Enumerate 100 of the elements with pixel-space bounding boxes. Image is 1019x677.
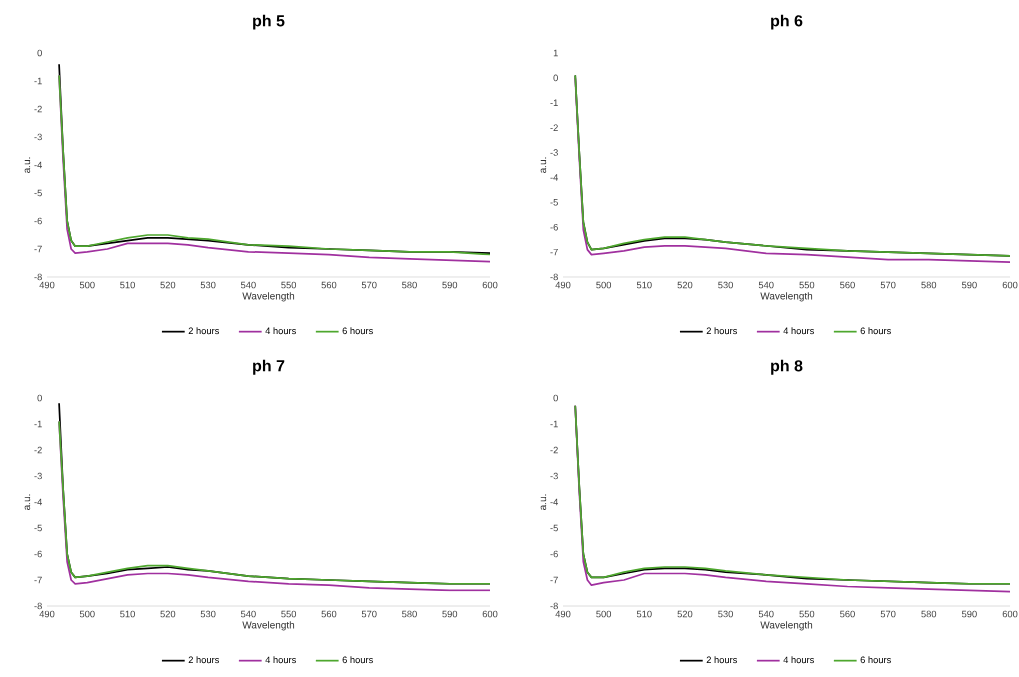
y-tick-label: -6 — [34, 550, 42, 558]
x-tick-label: 560 — [321, 610, 337, 618]
legend-label: 6 hours — [342, 656, 373, 664]
legend-label: 2 hours — [188, 327, 219, 335]
legend-label: 2 hours — [706, 656, 738, 664]
y-tick-label: -3 — [34, 472, 42, 480]
x-tick-label: 490 — [39, 610, 55, 618]
y-axis-title: a.u. — [540, 157, 547, 173]
y-tick-label: -7 — [34, 576, 42, 584]
y-tick-label: 0 — [553, 394, 558, 402]
x-tick-label: 510 — [636, 281, 652, 289]
y-tick-label: 0 — [37, 394, 42, 402]
legend-label: 6 hours — [342, 327, 373, 335]
x-tick-label: 500 — [79, 610, 95, 618]
chart-title: ph 7 — [253, 359, 285, 375]
x-tick-label: 520 — [677, 610, 693, 618]
chart-title: ph 6 — [771, 14, 803, 30]
x-tick-label: 580 — [402, 610, 417, 618]
x-tick-label: 520 — [160, 610, 176, 618]
y-tick-label: -3 — [550, 472, 558, 480]
x-tick-label: 510 — [120, 281, 135, 289]
x-tick-label: 500 — [596, 610, 612, 618]
y-tick-label: -6 — [550, 223, 558, 231]
y-tick-label: -4 — [550, 174, 559, 181]
x-tick-label: 580 — [402, 281, 417, 289]
x-axis-title: Wavelength — [760, 292, 813, 302]
x-tick-label: 550 — [281, 281, 297, 289]
y-tick-label: -7 — [34, 245, 42, 253]
x-tick-label: 580 — [921, 610, 937, 618]
x-tick-label: 550 — [799, 281, 815, 289]
x-tick-label: 580 — [921, 281, 937, 289]
y-tick-label: -5 — [34, 524, 42, 532]
legend-label: 4 hours — [265, 656, 296, 664]
y-tick-label: -2 — [34, 105, 42, 113]
x-tick-label: 530 — [718, 610, 733, 618]
x-tick-label: 560 — [321, 281, 337, 289]
x-tick-label: 570 — [880, 610, 896, 618]
x-tick-label: 600 — [482, 610, 498, 618]
y-tick-label: -1 — [34, 77, 42, 85]
x-tick-label: 570 — [880, 281, 896, 289]
x-tick-label: 530 — [200, 610, 216, 618]
y-tick-label: -8 — [34, 273, 42, 281]
x-tick-label: 510 — [120, 610, 135, 618]
x-tick-label: 550 — [799, 610, 815, 618]
x-tick-label: 510 — [636, 610, 652, 618]
y-tick-label: -4 — [550, 498, 559, 506]
y-axis-title: a.u. — [24, 494, 31, 510]
x-tick-label: 600 — [482, 281, 498, 289]
x-tick-label: 520 — [160, 281, 176, 289]
x-tick-label: 490 — [555, 610, 571, 618]
y-tick-label: -8 — [550, 602, 558, 610]
legend-label: 2 hours — [706, 327, 738, 335]
x-tick-label: 600 — [1002, 281, 1018, 289]
y-tick-label: -1 — [550, 420, 558, 428]
x-tick-label: 590 — [442, 281, 458, 289]
y-tick-label: -3 — [550, 149, 558, 156]
x-tick-label: 540 — [758, 610, 774, 618]
x-tick-label: 570 — [361, 610, 377, 618]
x-axis-title: Wavelength — [242, 621, 295, 631]
y-tick-label: -3 — [34, 133, 42, 141]
y-tick-label: 1 — [553, 49, 558, 57]
y-tick-label: -2 — [550, 124, 558, 131]
y-tick-label: -1 — [34, 420, 42, 428]
x-tick-label: 520 — [677, 281, 693, 289]
x-tick-label: 540 — [758, 281, 774, 289]
x-tick-label: 570 — [361, 281, 377, 289]
x-tick-label: 540 — [240, 281, 256, 289]
x-axis-title: Wavelength — [760, 621, 813, 631]
x-tick-label: 560 — [840, 610, 855, 618]
y-tick-label: -8 — [34, 602, 42, 610]
y-axis-title: a.u. — [24, 157, 31, 173]
x-tick-label: 500 — [79, 281, 95, 289]
legend-label: 4 hours — [783, 327, 814, 335]
y-axis-title: a.u. — [540, 494, 547, 510]
x-tick-label: 600 — [1002, 610, 1018, 618]
y-tick-label: -2 — [34, 446, 42, 454]
legend-label: 4 hours — [265, 327, 296, 335]
y-tick-label: 0 — [37, 49, 42, 57]
y-tick-label: -6 — [550, 550, 558, 558]
x-axis-title: Wavelength — [242, 292, 295, 302]
x-tick-label: 490 — [555, 281, 571, 289]
legend-label: 6 hours — [860, 327, 891, 335]
x-tick-label: 530 — [718, 281, 733, 289]
y-tick-label: -5 — [550, 199, 558, 206]
x-tick-label: 590 — [961, 610, 977, 618]
x-tick-label: 500 — [596, 281, 612, 289]
x-tick-label: 540 — [240, 610, 256, 618]
y-tick-label: -2 — [550, 446, 558, 454]
chart-title: ph 5 — [253, 14, 285, 30]
legend-label: 6 hours — [860, 656, 891, 664]
legend-label: 2 hours — [188, 656, 219, 664]
y-tick-label: -7 — [550, 248, 558, 256]
legend-label: 4 hours — [783, 656, 814, 664]
x-tick-label: 490 — [39, 281, 55, 289]
x-tick-label: 590 — [442, 610, 458, 618]
x-tick-label: 590 — [961, 281, 977, 289]
x-tick-label: 560 — [840, 281, 855, 289]
y-tick-label: -7 — [550, 576, 558, 584]
y-tick-label: -4 — [34, 161, 43, 169]
y-tick-label: -5 — [550, 524, 558, 532]
